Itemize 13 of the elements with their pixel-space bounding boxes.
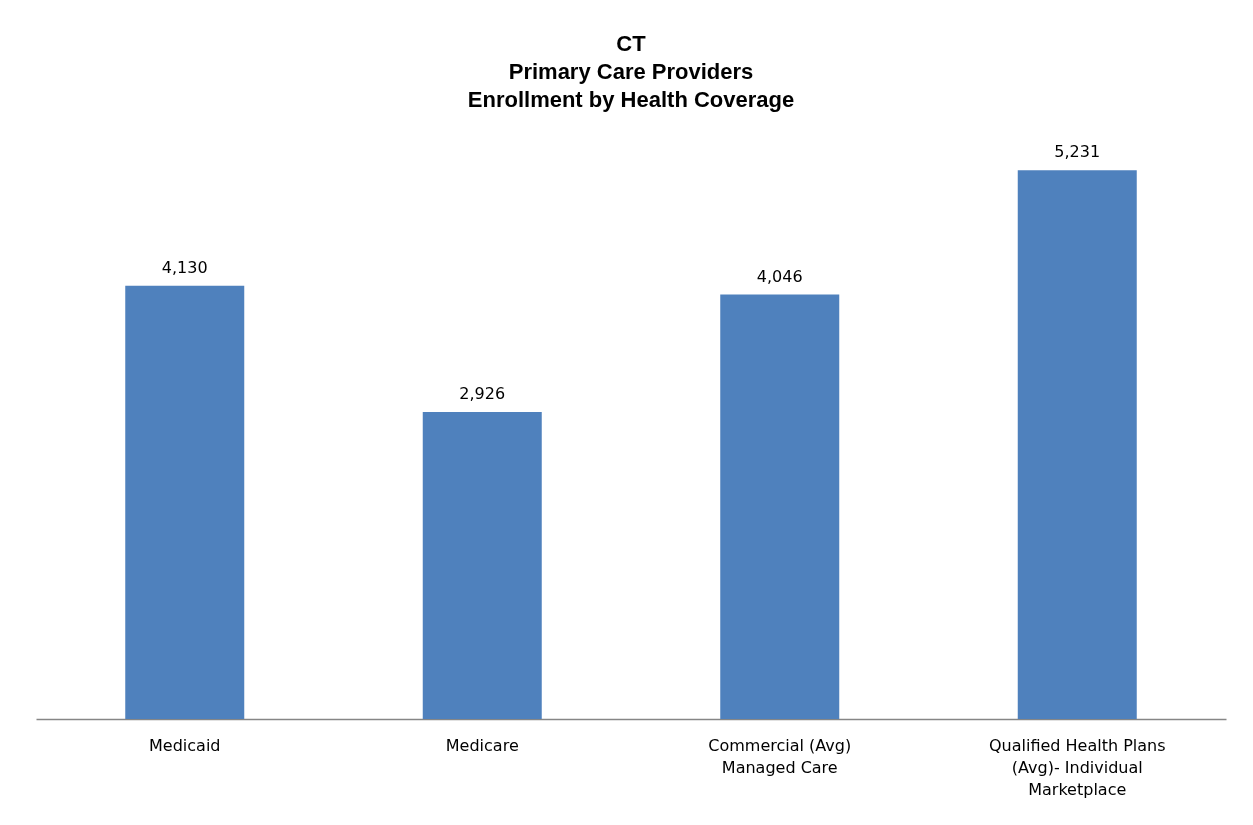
chart-title: CT Primary Care Providers Enrollment by Health Coverage [467,31,795,112]
bar [422,412,542,719]
data-label: 5,231 [1054,142,1101,162]
data-label: 4,046 [756,266,803,286]
bar [720,294,840,719]
bar [1017,170,1137,719]
x-tick-label: Qualified Health Plans (Avg)- Individual Marketplace [988,735,1166,799]
x-tick-label: Commercial (Avg) Managed Care [708,735,852,777]
x-tick-label: Medicaid [149,735,221,755]
bar [125,285,245,719]
x-tick-label: Medicare [445,735,519,755]
data-label: 2,926 [459,384,506,404]
data-label: 4,130 [161,257,208,277]
